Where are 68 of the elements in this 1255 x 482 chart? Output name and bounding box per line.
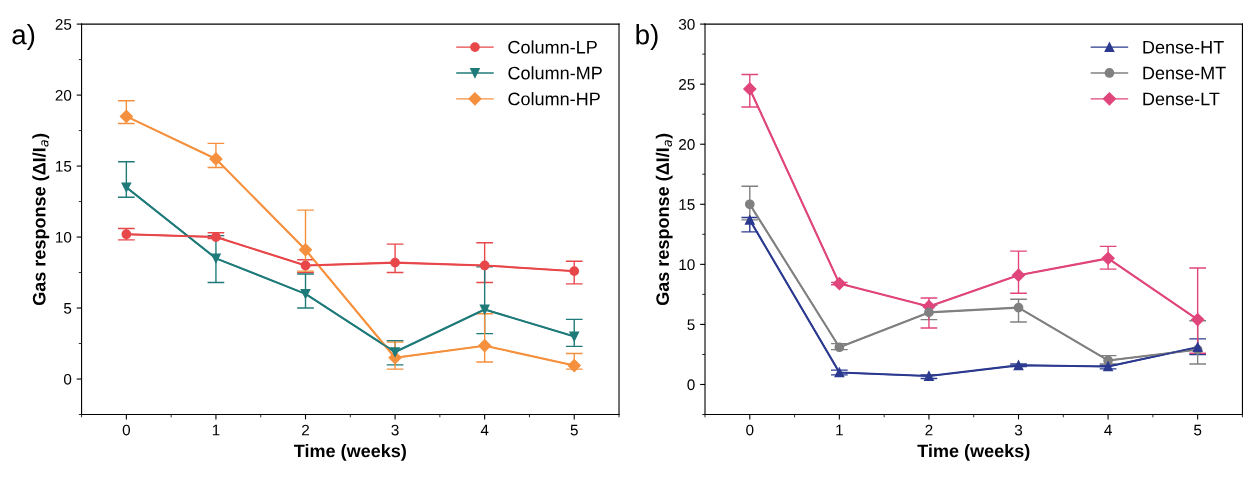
point: [211, 253, 221, 264]
y-tick-label: 5: [687, 319, 695, 331]
point: [1013, 360, 1024, 371]
point: [1191, 313, 1205, 327]
legend-label: Dense-HT: [1143, 41, 1224, 54]
y-tick-label: 5: [63, 303, 72, 314]
point: [834, 342, 845, 353]
x-tick-label: 2: [925, 424, 933, 436]
point: [567, 358, 581, 373]
point: [1011, 268, 1026, 282]
point: [924, 307, 934, 318]
point: [298, 243, 313, 257]
point: [121, 229, 132, 240]
point: [209, 152, 223, 166]
point: [211, 232, 221, 242]
y-tick-label: 10: [679, 259, 695, 271]
point: [569, 331, 580, 342]
point: [390, 347, 400, 357]
x-tick-label: 3: [391, 424, 399, 436]
point: [300, 288, 311, 299]
x-tick-label: 1: [212, 424, 220, 436]
chart-title: b): [636, 24, 658, 50]
x-tick-label: 0: [122, 424, 131, 436]
y-tick-label: 30: [678, 18, 695, 30]
y-tick-label: 20: [679, 139, 695, 150]
x-tick-label: 5: [1194, 424, 1202, 436]
point: [119, 109, 133, 123]
chart-title: a): [12, 24, 35, 50]
x-tick-label: 5: [570, 424, 578, 436]
y-tick-label: 10: [56, 231, 72, 243]
point: [390, 257, 400, 268]
y-tick-label: 25: [55, 18, 72, 30]
y-axis-title: Gas response (ΔI/I$_{a}$): [32, 133, 50, 306]
x-axis-title: Time (weeks): [917, 444, 1030, 461]
point: [479, 304, 490, 315]
y-tick-label: 15: [56, 161, 72, 172]
point: [479, 260, 490, 271]
y-tick-label: 15: [679, 199, 695, 210]
point: [300, 260, 311, 271]
x-tick-label: 0: [746, 424, 754, 436]
y-tick-label: 25: [679, 79, 695, 90]
point: [744, 215, 755, 225]
point: [1103, 361, 1113, 372]
legend-label: Dense-MT: [1143, 66, 1226, 80]
x-axis-title: Time (weeks): [293, 444, 406, 461]
point: [834, 367, 845, 378]
point: [832, 276, 846, 291]
legend-label: Column-LP: [508, 40, 597, 54]
y-tick-label: 0: [687, 379, 695, 391]
point: [121, 182, 132, 193]
legend-label: Column-HP: [508, 92, 600, 106]
legend-label: Dense-LT: [1143, 92, 1220, 106]
x-tick-label: 4: [480, 424, 489, 436]
x-tick-label: 2: [302, 424, 309, 436]
x-tick-label: 3: [1014, 424, 1023, 436]
x-tick-label: 4: [1104, 424, 1112, 436]
point: [744, 199, 755, 210]
y-tick-label: 0: [63, 373, 72, 385]
legend-label: Column-MP: [508, 66, 602, 80]
y-axis-title: Gas response (ΔI/I$_{a}$): [655, 133, 673, 306]
point: [924, 371, 934, 381]
point: [569, 266, 580, 276]
point: [1101, 251, 1115, 265]
point: [478, 339, 492, 353]
y-tick-label: 20: [55, 89, 72, 101]
x-tick-label: 1: [836, 424, 843, 436]
point: [743, 82, 757, 96]
point: [1013, 302, 1024, 313]
